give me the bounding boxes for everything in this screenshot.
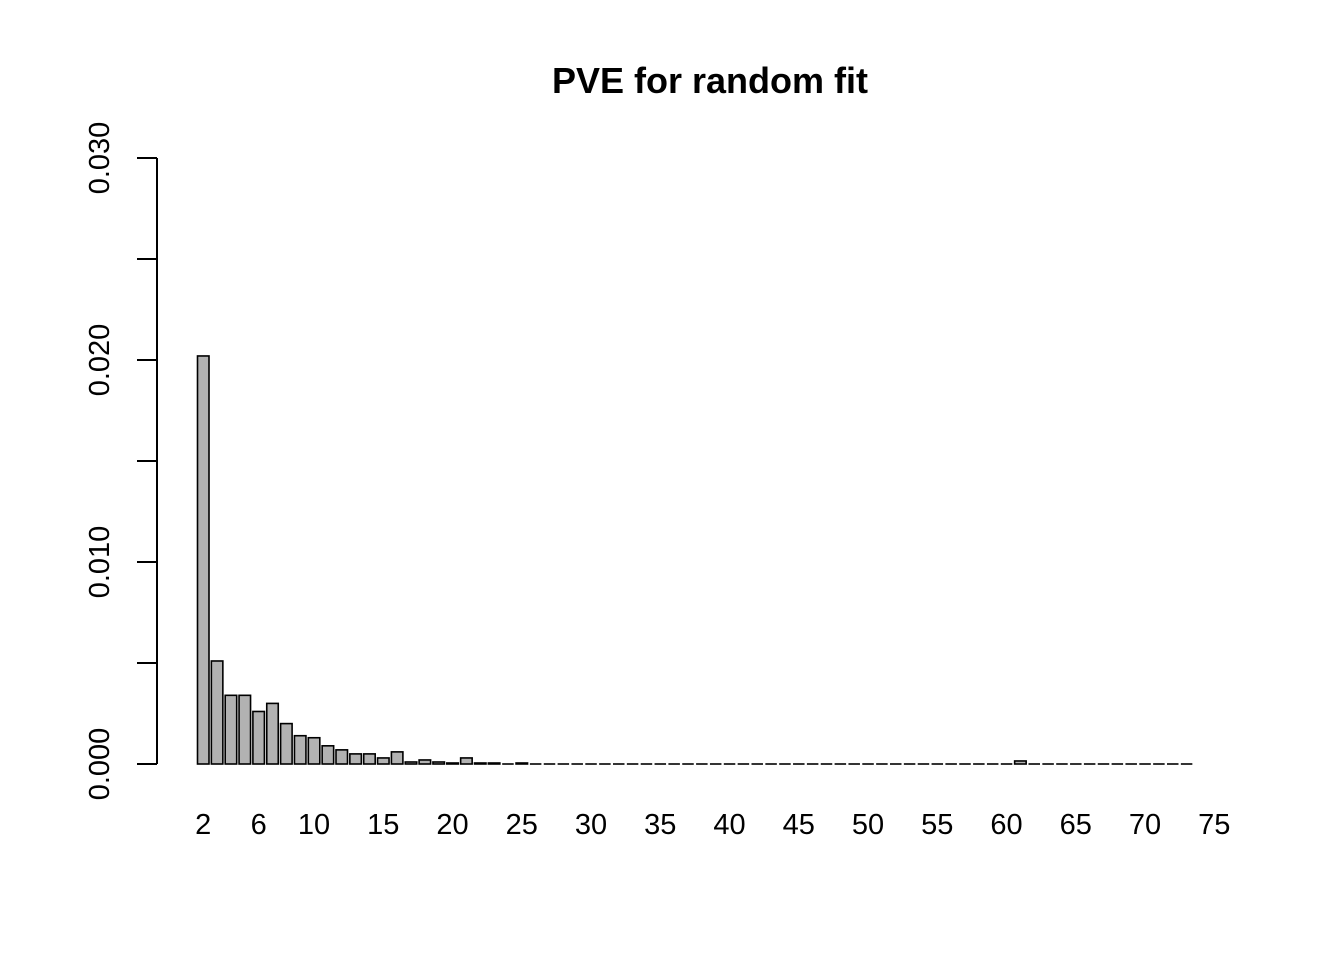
chart-title: PVE for random fit: [552, 60, 868, 101]
x-tick-label: 10: [298, 809, 330, 841]
bar: [224, 694, 238, 765]
y-tick-label: 0.000: [84, 728, 116, 801]
bar: [432, 761, 446, 765]
bar: [238, 694, 252, 765]
bar: [349, 753, 363, 765]
y-tick-label: 0.030: [84, 122, 116, 195]
x-tick-label: 30: [575, 809, 607, 841]
y-axis: 0.000 0.010 0.020 0.030: [84, 122, 158, 801]
bar: [487, 762, 501, 765]
x-tick-label: 70: [1129, 809, 1161, 841]
x-axis-labels: 2 6 10 15 20 25 30 35 40 45 50 55 60 65 70 75: [195, 809, 1230, 841]
bar: [404, 761, 418, 765]
x-tick-label: 55: [921, 809, 953, 841]
bar: [445, 762, 460, 765]
bar: [321, 745, 335, 765]
bar: [390, 751, 404, 765]
y-tick-label: 0.010: [84, 526, 116, 599]
bar: [252, 710, 266, 765]
x-tick-label: 45: [783, 809, 815, 841]
bar: [293, 734, 307, 765]
x-tick-label: 65: [1060, 809, 1092, 841]
bars: [196, 355, 1193, 765]
bar: [459, 757, 473, 765]
y-tick-label: 0.020: [84, 324, 116, 397]
bar: [335, 749, 349, 765]
bar: [515, 762, 529, 765]
x-tick-label: 40: [713, 809, 745, 841]
bar: [307, 736, 321, 765]
bar: [473, 762, 487, 765]
bar: [376, 757, 390, 765]
x-tick-label: 60: [990, 809, 1022, 841]
bar: [279, 722, 293, 765]
bar: [418, 759, 432, 765]
x-tick-label: 15: [367, 809, 399, 841]
bar: [1013, 760, 1027, 765]
x-tick-label: 35: [644, 809, 676, 841]
x-tick-label: 25: [506, 809, 538, 841]
bar: [210, 660, 224, 765]
x-tick-label: 50: [852, 809, 884, 841]
x-tick-label: 2: [195, 809, 211, 841]
bar: [196, 355, 210, 765]
bar: [265, 702, 280, 765]
x-tick-label: 6: [251, 809, 267, 841]
x-tick-label: 20: [436, 809, 468, 841]
x-tick-label: 75: [1198, 809, 1230, 841]
bar: [362, 753, 377, 765]
